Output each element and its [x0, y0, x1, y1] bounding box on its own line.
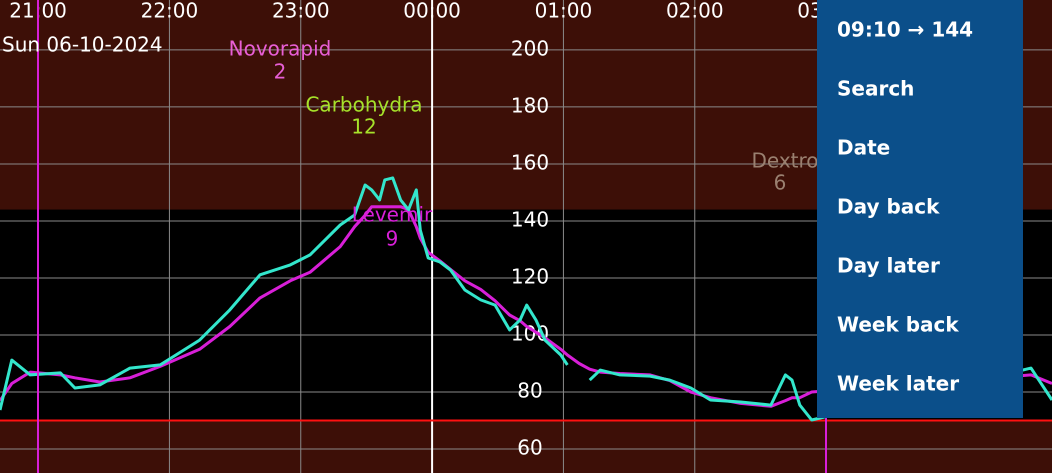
annotation-amount: 6 [774, 171, 787, 195]
annotations: Novorapid 2 Carbohydra 12 Levemir 9 Dext… [229, 37, 819, 251]
annotation-amount: 2 [274, 60, 287, 84]
popup-menu: 09:10 → 144 Search Date Day back Day later We… [817, 0, 1023, 418]
annotation-label: Levemir [352, 203, 433, 227]
y-tick-label: 200 [511, 36, 549, 60]
y-tick-label: 60 [517, 436, 542, 460]
x-tick-label: 23:00 [272, 0, 330, 23]
y-tick-label: 120 [511, 264, 549, 288]
y-tick-label: 160 [511, 150, 549, 174]
y-tick-label: 180 [511, 93, 549, 117]
menu-item[interactable]: Week later [837, 372, 959, 396]
menu-background [817, 0, 1023, 418]
annotation-label: Novorapid [229, 37, 332, 61]
x-tick-label: 00:00 [403, 0, 461, 23]
glucose-line [0, 176, 569, 411]
menu-item[interactable]: Search [837, 77, 914, 101]
annotation-amount: 12 [351, 115, 376, 139]
menu-item: 09:10 → 144 [837, 18, 973, 42]
x-tick-label: 01:00 [535, 0, 593, 23]
x-tick-label: 22:00 [141, 0, 199, 23]
date-label: Sun 06-10-2024 [2, 33, 163, 57]
annotation-amount: 9 [386, 227, 399, 251]
menu-item[interactable]: Week back [837, 313, 959, 337]
glucose-line [588, 366, 1052, 422]
menu-item[interactable]: Day later [837, 254, 940, 278]
annotation-label: Carbohydra [305, 93, 422, 117]
annotation-label: Dextro [751, 149, 818, 173]
y-tick-label: 140 [511, 207, 549, 231]
x-tick-label: 02:00 [666, 0, 724, 23]
y-tick-label: 80 [517, 379, 542, 403]
menu-item[interactable]: Date [837, 136, 890, 160]
menu-item[interactable]: Day back [837, 195, 940, 219]
